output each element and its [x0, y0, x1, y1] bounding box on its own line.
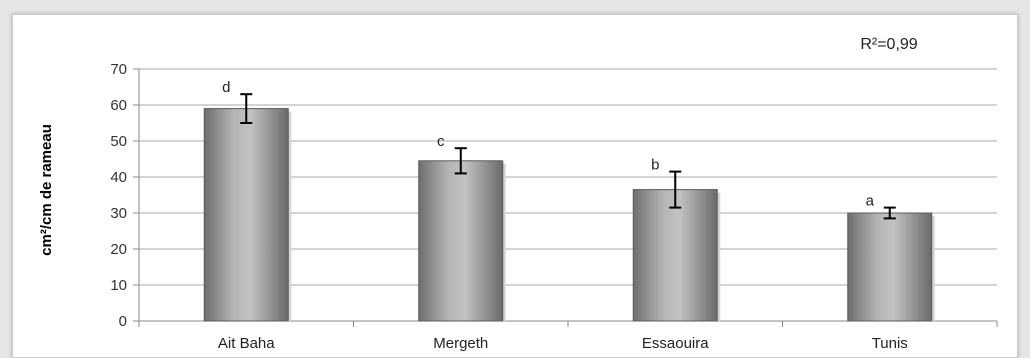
y-tick-label-70: 70 — [110, 61, 127, 78]
bar-ait-baha — [203, 108, 289, 322]
y-tick-label-10: 10 — [110, 277, 127, 294]
significance-letter: c — [437, 133, 445, 150]
y-axis-label: cm²/cm de rameau — [38, 124, 55, 256]
r-squared-annotation: R²=0,99 — [860, 36, 917, 53]
x-tick-label: Mergeth — [433, 335, 488, 352]
bar-chart: 0 10 20 30 40 50 60 70 d Ait Baha c Mergeth b Essaou… — [38, 36, 998, 352]
y-tick-label-50: 50 — [110, 133, 127, 150]
significance-letter: a — [866, 193, 875, 210]
x-tick-label: Ait Baha — [218, 335, 275, 352]
y-tick-label-40: 40 — [110, 169, 127, 186]
y-tick-label-60: 60 — [110, 97, 127, 114]
y-tick-label-0: 0 — [119, 313, 127, 330]
y-tick-label-30: 30 — [110, 205, 127, 222]
chart-panel: 0 10 20 30 40 50 60 70 d Ait Baha c Mergeth b Essaou… — [12, 14, 1018, 358]
significance-letter: b — [651, 157, 659, 174]
bar-essaouira — [632, 189, 718, 322]
bar-mergeth — [418, 160, 504, 322]
y-tick-label-20: 20 — [110, 241, 127, 258]
significance-letter: d — [222, 79, 230, 96]
x-tick-label: Tunis — [872, 335, 908, 352]
x-tick-label: Essaouira — [642, 335, 709, 352]
bar-tunis — [847, 212, 933, 322]
